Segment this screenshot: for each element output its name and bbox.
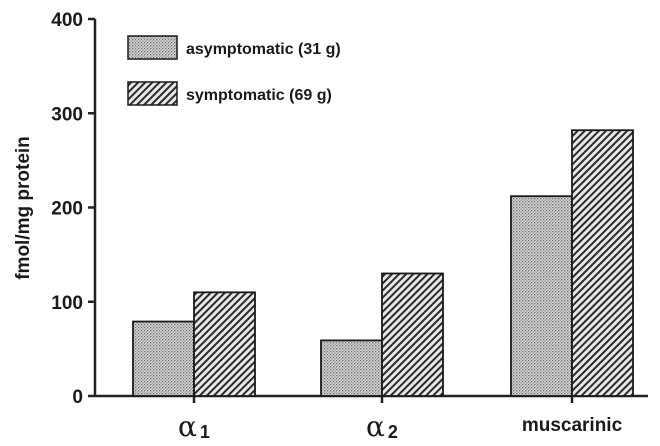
y-tick-label: 100 [51,293,83,314]
y-tick-label: 200 [51,199,83,220]
x-tick-label: muscarinic [522,415,623,436]
y-tick-label: 400 [51,10,83,31]
x-category-labels: α 1 α 2 muscarinic [178,410,623,443]
bar-symptomatic-2 [571,129,634,397]
bar-symptomatic-0 [193,291,256,397]
y-tick-label: 0 [72,387,83,408]
y-tick-labels: 0 100 200 300 400 [51,10,83,408]
legend-label-symptomatic: symptomatic (69 g) [186,87,332,104]
y-tick-label: 300 [51,104,83,125]
x-tick-label-greek: α [178,410,197,443]
legend-swatch-symptomatic [127,81,178,106]
legend-label-asymptomatic: asymptomatic (31 g) [186,41,341,58]
x-tick-label-subscript: 1 [200,422,210,442]
x-tick-label-subscript: 2 [388,422,398,442]
x-tick-label-greek: α [366,410,385,443]
y-axis-label: fmol/mg protein [13,136,34,280]
bar-symptomatic-1 [381,272,444,397]
bar-asymptomatic-2 [510,195,573,397]
legend: asymptomatic (31 g) symptomatic (69 g) [127,35,341,106]
bar-asymptomatic-0 [132,320,195,397]
legend-swatch-asymptomatic [127,35,178,60]
bar-asymptomatic-1 [320,339,383,397]
bars [132,129,634,397]
